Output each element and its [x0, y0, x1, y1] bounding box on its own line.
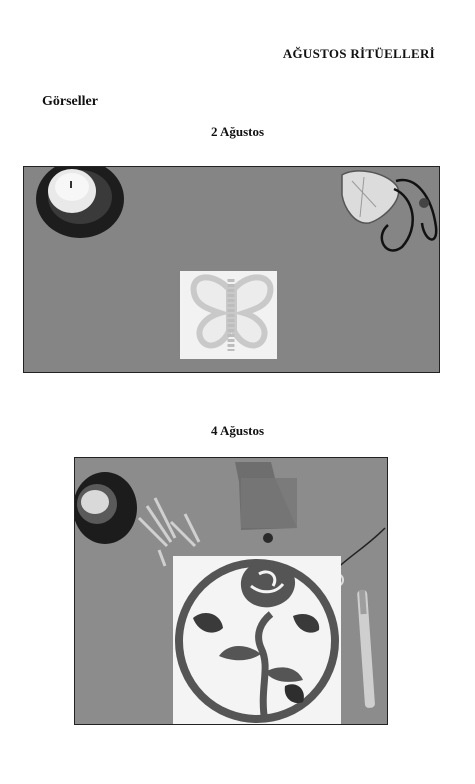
- pins-cluster: [137, 497, 201, 567]
- candle-holder: [75, 472, 137, 544]
- crystal-necklace: [341, 170, 438, 252]
- section-heading: Görseller: [42, 94, 98, 109]
- candle-holder: [36, 167, 124, 238]
- ritual-photo-2-drawing: [75, 458, 387, 724]
- document-header-title: AĞUSTOS RİTÜELLERİ: [282, 46, 435, 61]
- ritual-photo-2: [74, 457, 388, 725]
- photo-caption-1: 2 Ağustos: [210, 124, 265, 139]
- pen: [357, 589, 375, 708]
- cloth-pouch: [235, 462, 297, 530]
- butterfly-card: [180, 271, 277, 359]
- ritual-photo-1-drawing: [24, 167, 439, 372]
- rose-card: [173, 556, 341, 724]
- ritual-photo-1: [23, 166, 440, 373]
- photo-caption-2: 4 Ağustos: [210, 423, 265, 438]
